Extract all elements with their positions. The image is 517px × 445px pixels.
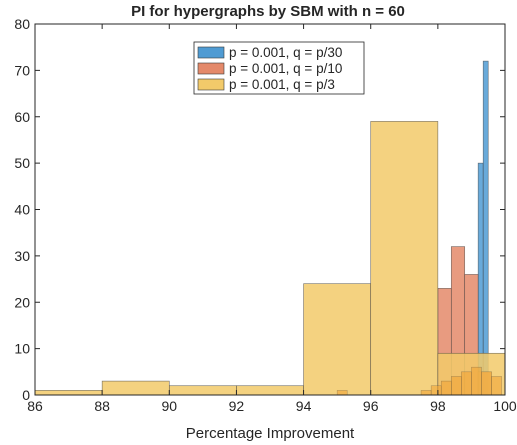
overlay-bin-9 [491, 376, 502, 396]
y-tick-label-60: 60 [14, 109, 30, 125]
overlay-bin-1 [336, 390, 348, 396]
overlay-bin-2 [420, 390, 432, 396]
overlay-bin-7 [471, 366, 482, 396]
y-tick-label-80: 80 [14, 16, 30, 32]
y-tick-label-50: 50 [14, 155, 30, 171]
bar-series-3-bin-2 [101, 380, 170, 396]
legend: p = 0.001, q = p/30p = 0.001, q = p/10p … [193, 41, 365, 95]
x-tick-label-88: 88 [94, 398, 110, 414]
y-tick-label-30: 30 [14, 248, 30, 264]
bar-series-3-bin-4 [236, 385, 304, 396]
legend-label-2: p = 0.001, q = p/10 [229, 61, 342, 76]
overlay-bin-3 [430, 385, 442, 396]
overlay-bin-6 [461, 371, 472, 396]
y-tick-label-70: 70 [14, 62, 30, 78]
legend-swatch-3 [197, 78, 225, 91]
legend-label-1: p = 0.001, q = p/30 [229, 45, 342, 60]
chart-title: PI for hypergraphs by SBM with n = 60 [131, 3, 405, 20]
y-tick-label-40: 40 [14, 202, 30, 218]
legend-label-3: p = 0.001, q = p/3 [229, 77, 335, 92]
legend-swatch-1 [197, 46, 225, 59]
bars-layer [34, 60, 506, 396]
y-tick-label-10: 10 [14, 341, 30, 357]
y-tick-label-20: 20 [14, 294, 30, 310]
x-axis-label: Percentage Improvement [186, 425, 355, 442]
overlay-bin-8 [481, 371, 492, 396]
x-tick-label-90: 90 [161, 398, 177, 414]
x-tick-label-96: 96 [363, 398, 379, 414]
bar-series-3-bin-3 [168, 385, 237, 396]
x-tick-label-100: 100 [493, 398, 517, 414]
bar-series-3-bin-5 [303, 283, 372, 396]
overlay-bin-4 [440, 380, 452, 396]
bar-series-3-bin-6 [370, 121, 439, 396]
bar-series-3-bin-1 [34, 390, 103, 396]
ticks-layer: 86 88 90 92 94 96 98 100 0 10 20 30 40 50 60 70 80 [14, 16, 516, 414]
x-tick-label-86: 86 [27, 398, 43, 414]
x-tick-label-92: 92 [229, 398, 245, 414]
overlay-bin-5 [451, 376, 462, 396]
y-tick-label-0: 0 [22, 387, 30, 403]
bar-series-1-bin-2 [482, 60, 489, 396]
x-tick-label-98: 98 [430, 398, 446, 414]
legend-swatch-2 [197, 62, 225, 75]
x-tick-label-94: 94 [296, 398, 312, 414]
